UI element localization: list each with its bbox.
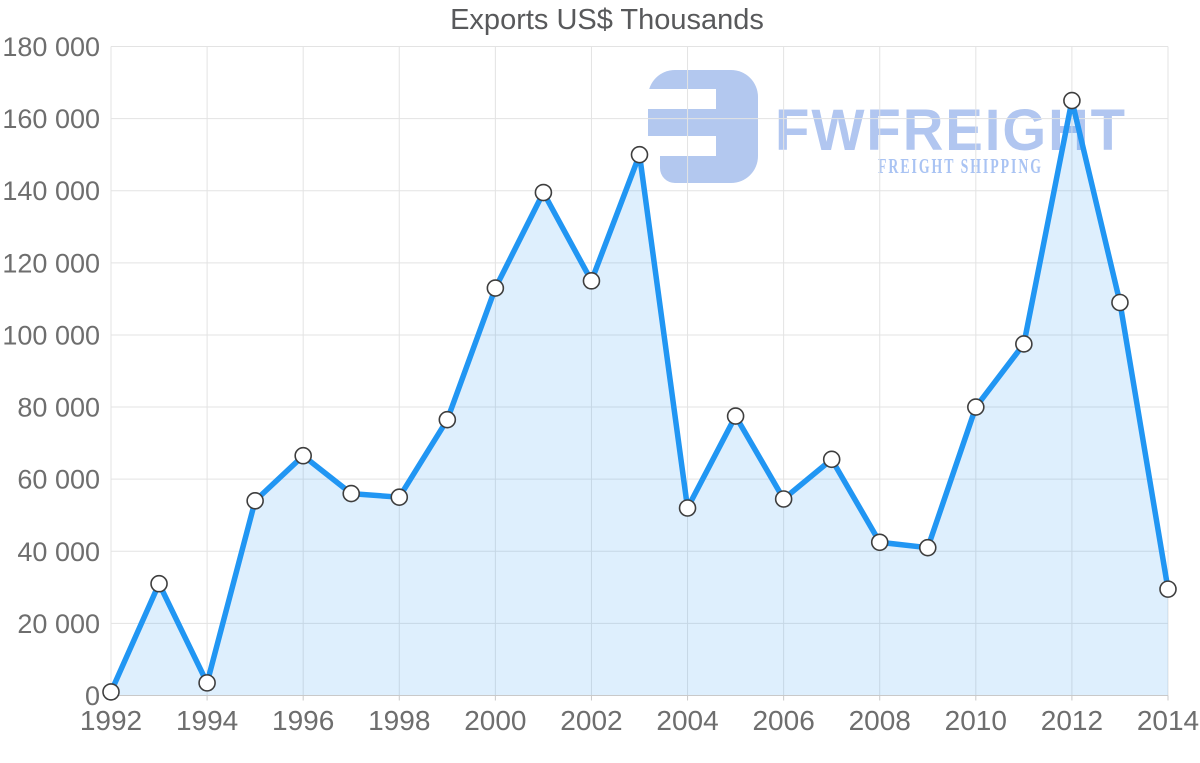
data-point-marker-2006[interactable]	[774, 490, 793, 508]
x-axis-tick-label: 2008	[849, 705, 911, 736]
data-point-marker-1993[interactable]	[150, 574, 168, 593]
data-point-marker-2001[interactable]	[534, 183, 553, 202]
logo-glyph-notch-top	[647, 89, 716, 109]
data-point-marker-2007[interactable]	[822, 450, 841, 469]
logo-glyph-corner-cut	[660, 168, 675, 183]
data-point-marker-2014[interactable]	[1159, 580, 1177, 598]
x-axis-tick-label: 2012	[1041, 705, 1103, 736]
data-point-marker-2012[interactable]	[1063, 91, 1081, 110]
logo-glyph-left-cut	[647, 136, 660, 184]
data-point-marker-1994[interactable]	[198, 674, 216, 692]
data-point-marker-1995[interactable]	[246, 491, 264, 510]
area-fill	[111, 100, 1168, 696]
data-point-marker-1992[interactable]	[102, 683, 120, 701]
y-axis-tick-label: 20 000	[17, 609, 100, 639]
x-axis-tick-label: 2006	[752, 705, 814, 736]
data-point-marker-2011[interactable]	[1015, 335, 1033, 353]
x-axis-tick-label: 1998	[368, 705, 430, 736]
data-point-marker-1997[interactable]	[342, 484, 361, 503]
y-axis-tick-label: 80 000	[17, 393, 100, 423]
x-axis-tick-label: 2002	[560, 705, 622, 736]
data-point-marker-1998[interactable]	[390, 488, 409, 506]
data-point-marker-2009[interactable]	[918, 538, 937, 557]
data-point-marker-2008[interactable]	[870, 533, 889, 552]
data-point-marker-2003[interactable]	[630, 145, 649, 164]
data-point-marker-2013[interactable]	[1111, 293, 1129, 312]
y-axis-tick-label: 100 000	[2, 320, 100, 350]
data-point-marker-2005[interactable]	[726, 407, 745, 425]
watermark-tagline-text: FREIGHT SHIPPING	[878, 154, 1043, 178]
y-axis-tick-label: 120 000	[2, 248, 100, 278]
x-axis-tick-label: 1996	[272, 705, 334, 736]
data-point-marker-2002[interactable]	[582, 272, 601, 290]
y-axis-tick-label: 40 000	[17, 537, 100, 567]
fwfreight-logo-icon	[647, 70, 758, 184]
y-axis-tick-label: 60 000	[17, 465, 100, 495]
x-axis-tick-label: 2000	[464, 705, 526, 736]
data-point-marker-2004[interactable]	[678, 499, 697, 517]
x-axis-tick-label: 2014	[1137, 705, 1199, 736]
data-point-marker-1996[interactable]	[294, 446, 312, 465]
x-axis-tick-label: 2004	[656, 705, 718, 736]
y-axis-tick-label: 140 000	[2, 176, 100, 206]
y-axis-tick-label: 180 000	[2, 32, 100, 62]
y-axis-tick-label: 160 000	[2, 104, 100, 134]
data-point-marker-2010[interactable]	[967, 398, 985, 416]
chart-title: Exports US$ Thousands	[450, 4, 764, 36]
x-axis-tick-label: 1992	[80, 705, 142, 736]
data-point-marker-2000[interactable]	[486, 279, 505, 297]
x-axis-tick-label: 1994	[176, 705, 238, 736]
x-axis-tick-label: 2010	[945, 705, 1007, 736]
data-point-marker-1999[interactable]	[438, 410, 457, 429]
y-axis-tick-label: 0	[85, 681, 100, 711]
